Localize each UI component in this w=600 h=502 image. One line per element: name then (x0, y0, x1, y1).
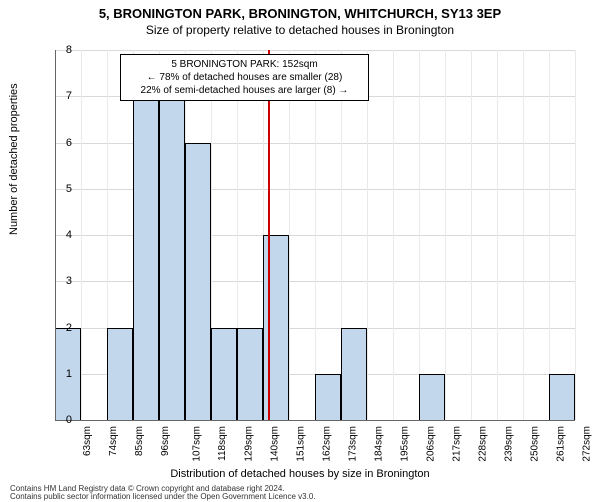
x-tick-label: 272sqm (582, 426, 593, 462)
y-tick-label: 6 (52, 137, 72, 149)
gridline-v (289, 50, 290, 420)
histogram-bar (159, 96, 185, 420)
footer-text: Contains HM Land Registry data © Crown c… (10, 485, 316, 502)
gridline-v (315, 50, 316, 420)
gridline-v (471, 50, 472, 420)
y-tick-label: 3 (52, 275, 72, 287)
histogram-bar (185, 143, 211, 421)
x-tick-label: 85sqm (134, 426, 145, 456)
x-tick-label: 184sqm (374, 426, 385, 462)
x-tick-label: 63sqm (82, 426, 93, 456)
histogram-bar (133, 96, 159, 420)
y-tick-label: 1 (52, 368, 72, 380)
histogram-bar (341, 328, 367, 421)
y-axis-label: Number of detached properties (8, 83, 20, 235)
x-tick-label: 162sqm (322, 426, 333, 462)
info-box: 5 BRONINGTON PARK: 152sqm ← 78% of detac… (120, 54, 369, 101)
x-axis-line (55, 420, 575, 421)
gridline-v (523, 50, 524, 420)
x-tick-label: 228sqm (478, 426, 489, 462)
histogram-bar (263, 235, 289, 420)
x-tick-label: 118sqm (217, 426, 228, 461)
histogram-bar (211, 328, 237, 421)
info-line-3: 22% of semi-detached houses are larger (… (127, 84, 362, 97)
x-axis-label: Distribution of detached houses by size … (0, 468, 600, 480)
gridline-v (393, 50, 394, 420)
histogram-bar (549, 374, 575, 420)
y-tick-label: 4 (52, 229, 72, 241)
x-tick-label: 96sqm (160, 426, 171, 456)
x-tick-label: 250sqm (530, 426, 541, 462)
gridline-v (419, 50, 420, 420)
y-tick-label: 5 (52, 183, 72, 195)
x-tick-label: 107sqm (192, 426, 203, 462)
x-tick-label: 173sqm (348, 426, 359, 462)
histogram-bar (237, 328, 263, 421)
x-tick-label: 239sqm (504, 426, 515, 462)
y-tick-label: 0 (52, 414, 72, 426)
x-tick-label: 151sqm (296, 426, 307, 462)
y-tick-label: 2 (52, 322, 72, 334)
gridline-v (81, 50, 82, 420)
plot-area (55, 50, 575, 420)
x-tick-label: 129sqm (244, 426, 255, 462)
info-line-2: ← 78% of detached houses are smaller (28… (127, 71, 362, 84)
gridline-v (549, 50, 550, 420)
gridline-v (367, 50, 368, 420)
x-tick-label: 206sqm (426, 426, 437, 462)
histogram-bar (315, 374, 341, 420)
footer-line-2: Contains public sector information licen… (10, 492, 316, 501)
gridline-v (575, 50, 576, 420)
info-line-1: 5 BRONINGTON PARK: 152sqm (127, 58, 362, 71)
y-tick-label: 8 (52, 44, 72, 56)
x-tick-label: 74sqm (108, 426, 119, 456)
reference-line (268, 50, 270, 420)
x-tick-label: 140sqm (270, 426, 281, 462)
histogram-bar (107, 328, 133, 421)
chart-subtitle: Size of property relative to detached ho… (0, 21, 600, 37)
gridline-v (445, 50, 446, 420)
x-tick-label: 217sqm (452, 426, 463, 462)
x-tick-label: 261sqm (556, 426, 567, 462)
y-tick-label: 7 (52, 90, 72, 102)
x-tick-label: 195sqm (400, 426, 411, 462)
gridline-v (497, 50, 498, 420)
chart-title: 5, BRONINGTON PARK, BRONINGTON, WHITCHUR… (0, 0, 600, 21)
chart-background (55, 50, 575, 420)
histogram-bar (419, 374, 445, 420)
